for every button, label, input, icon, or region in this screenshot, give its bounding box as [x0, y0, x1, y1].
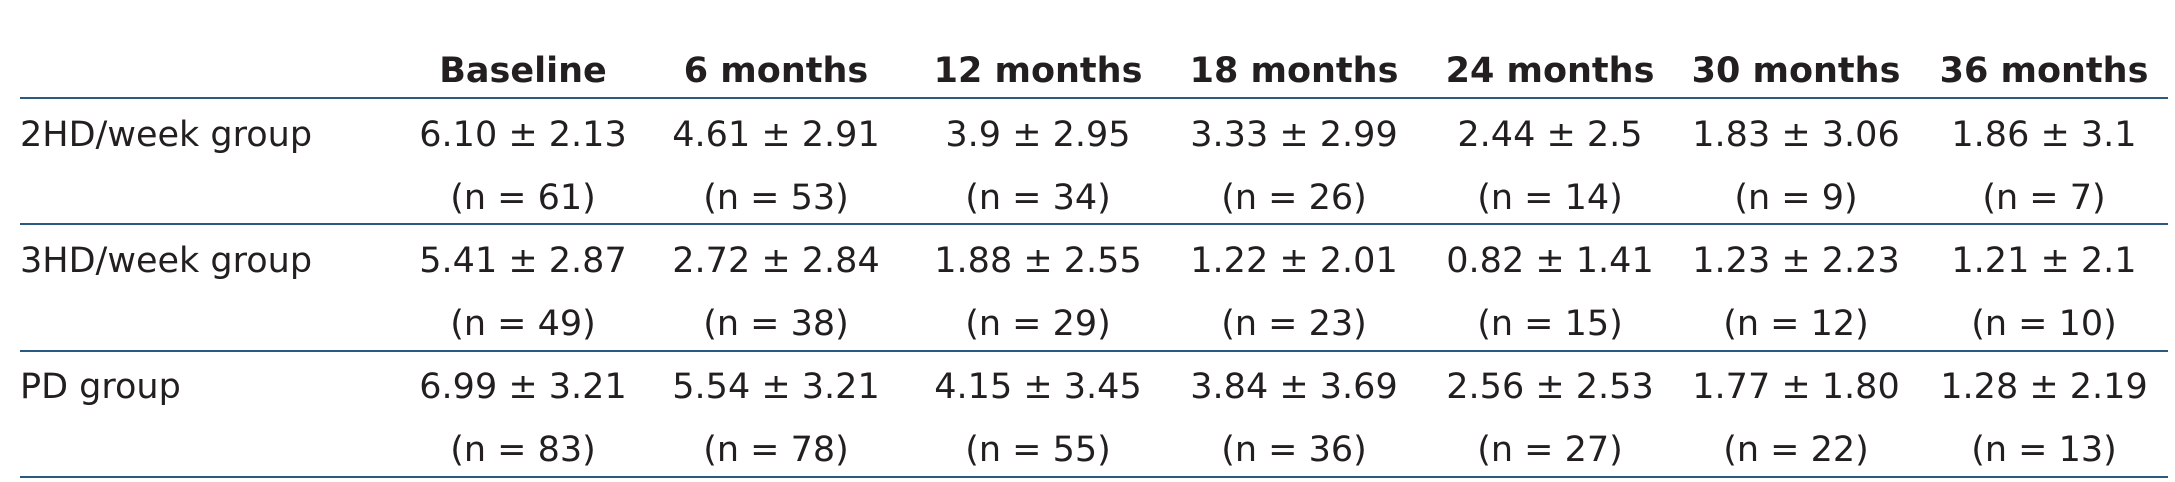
row-label: PD group [20, 367, 181, 407]
cell-count: (n = 61) [450, 178, 596, 218]
cell-value: 3.33 ± 2.99 [1190, 115, 1397, 155]
cell-value: 3.9 ± 2.95 [945, 115, 1130, 155]
cell-value: 1.88 ± 2.55 [934, 241, 1141, 281]
cell-count: (n = 10) [1971, 304, 2117, 344]
cell-value: 1.28 ± 2.19 [1940, 367, 2147, 407]
cell-count: (n = 12) [1723, 304, 1869, 344]
cell-value: 5.41 ± 2.87 [419, 241, 626, 281]
cell-value: 3.84 ± 3.69 [1190, 367, 1397, 407]
cell-count: (n = 36) [1221, 430, 1367, 470]
row-label: 3HD/week group [20, 241, 312, 281]
cell-count: (n = 13) [1971, 430, 2117, 470]
cell-value: 0.82 ± 1.41 [1446, 241, 1653, 281]
cell-value: 1.22 ± 2.01 [1190, 241, 1397, 281]
cell-value: 2.72 ± 2.84 [672, 241, 879, 281]
cell-count: (n = 15) [1477, 304, 1623, 344]
cell-count: (n = 22) [1723, 430, 1869, 470]
cell-value: 2.44 ± 2.5 [1457, 115, 1642, 155]
cell-value: 4.15 ± 3.45 [934, 367, 1141, 407]
cell-value: 1.83 ± 3.06 [1692, 115, 1899, 155]
cell-count: (n = 7) [1982, 178, 2105, 218]
column-header: 18 months [1190, 51, 1399, 91]
cell-count: (n = 38) [703, 304, 849, 344]
cell-count: (n = 26) [1221, 178, 1367, 218]
row-label: 2HD/week group [20, 115, 312, 155]
cell-value: 6.10 ± 2.13 [419, 115, 626, 155]
cell-value: 4.61 ± 2.91 [672, 115, 879, 155]
cell-count: (n = 29) [965, 304, 1111, 344]
cell-value: 1.23 ± 2.23 [1692, 241, 1899, 281]
cell-count: (n = 14) [1477, 178, 1623, 218]
cell-count: (n = 49) [450, 304, 596, 344]
cell-value: 1.86 ± 3.1 [1951, 115, 2136, 155]
cell-count: (n = 9) [1734, 178, 1857, 218]
cell-count: (n = 83) [450, 430, 596, 470]
cell-count: (n = 53) [703, 178, 849, 218]
cell-value: 2.56 ± 2.53 [1446, 367, 1653, 407]
cell-value: 1.77 ± 1.80 [1692, 367, 1899, 407]
cell-count: (n = 27) [1477, 430, 1623, 470]
cell-count: (n = 34) [965, 178, 1111, 218]
column-header: 24 months [1446, 51, 1655, 91]
cell-count: (n = 55) [965, 430, 1111, 470]
column-header: 30 months [1692, 51, 1901, 91]
cell-value: 5.54 ± 3.21 [672, 367, 879, 407]
column-header: 36 months [1940, 51, 2149, 91]
column-header: Baseline [439, 51, 607, 91]
column-header: 6 months [684, 51, 868, 91]
cell-value: 6.99 ± 3.21 [419, 367, 626, 407]
cell-count: (n = 78) [703, 430, 849, 470]
column-header: 12 months [934, 51, 1143, 91]
cell-value: 1.21 ± 2.1 [1951, 241, 2136, 281]
cell-count: (n = 23) [1221, 304, 1367, 344]
